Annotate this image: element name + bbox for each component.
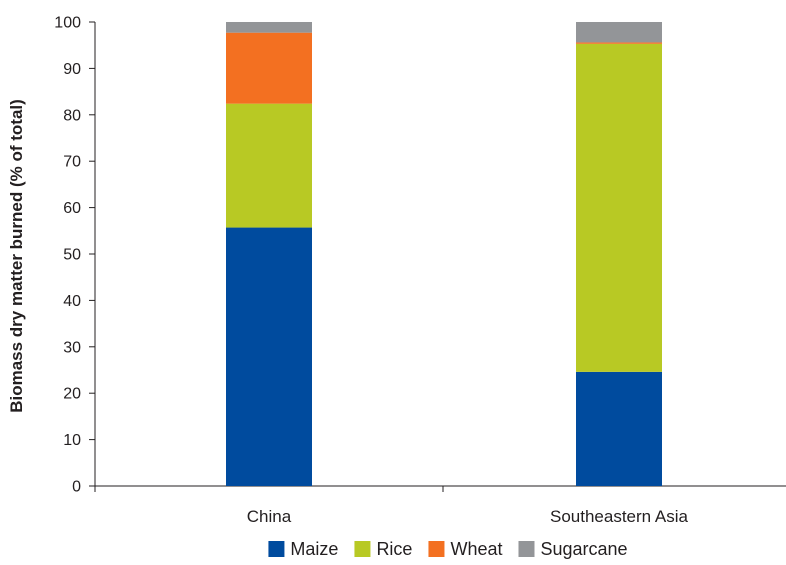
legend-label: Rice — [376, 539, 412, 559]
plot-area: 0 10 20 30 40 50 60 70 80 90 100 China Southeastern … — [54, 15, 786, 526]
legend: Maize Rice Wheat Sugarcane — [268, 539, 628, 559]
y-tick-label: 60 — [63, 200, 81, 217]
y-tick-label: 70 — [63, 154, 81, 171]
legend-swatch-rice — [354, 541, 371, 557]
y-tick-label: 20 — [63, 386, 81, 403]
y-tick-label: 0 — [72, 479, 81, 496]
bar-wheat-southeastern-asia — [576, 42, 662, 44]
y-tick-label: 10 — [63, 432, 81, 449]
bar-sugarcane-southeastern-asia — [576, 22, 662, 43]
y-tick-label: 100 — [54, 15, 81, 32]
bar-rice-china — [226, 103, 312, 228]
legend-label: Maize — [290, 539, 338, 559]
x-category-label: Southeastern Asia — [550, 507, 689, 526]
y-tick-label: 90 — [63, 61, 81, 78]
y-tick-label: 30 — [63, 339, 81, 356]
x-category-label: China — [247, 507, 292, 526]
bar-maize-southeastern-asia — [576, 371, 662, 486]
bar-rice-southeastern-asia — [576, 43, 662, 372]
y-tick-label: 80 — [63, 107, 81, 124]
bar-maize-china — [226, 227, 312, 486]
y-tick-label: 40 — [63, 293, 81, 310]
y-tick-label: 50 — [63, 247, 81, 264]
legend-label: Wheat — [450, 539, 502, 559]
y-axis-title: Biomass dry matter burned (% of total) — [7, 99, 26, 413]
bar-sugarcane-china — [226, 22, 312, 33]
legend-swatch-wheat — [428, 541, 445, 557]
legend-swatch-maize — [268, 541, 285, 557]
bar-wheat-china — [226, 32, 312, 104]
legend-swatch-sugarcane — [518, 541, 535, 557]
legend-label: Sugarcane — [540, 539, 627, 559]
